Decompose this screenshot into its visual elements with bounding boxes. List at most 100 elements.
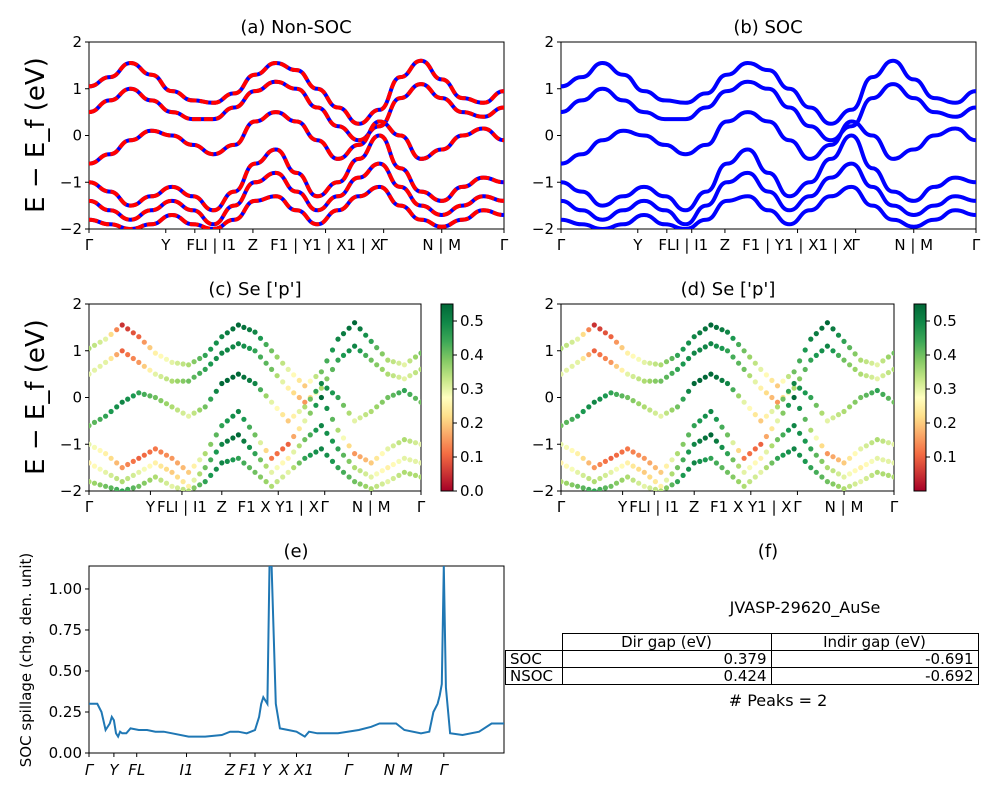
projection-point xyxy=(874,437,880,443)
projection-point xyxy=(174,460,181,466)
projection-point xyxy=(575,413,581,419)
projection-point xyxy=(385,357,391,363)
projection-point xyxy=(412,354,419,360)
panel-e-ylabel: SOC spillage (chg. den. unit) xyxy=(17,553,35,768)
projection-point xyxy=(847,345,853,351)
projection-point xyxy=(863,373,869,379)
projection-point xyxy=(636,452,642,458)
projection-point xyxy=(224,377,230,383)
projection-point xyxy=(841,408,847,415)
projection-point xyxy=(625,446,631,452)
projection-point xyxy=(758,418,764,424)
projection-point xyxy=(780,396,786,402)
projection-point xyxy=(686,466,692,472)
projection-point xyxy=(780,378,786,384)
projection-point xyxy=(841,474,847,480)
projection-point xyxy=(368,474,374,480)
y-tick-label: 1 xyxy=(544,80,554,98)
projection-point xyxy=(586,327,592,333)
projection-point xyxy=(569,466,575,472)
projection-point xyxy=(307,432,313,438)
projection-point xyxy=(385,479,391,485)
projection-point xyxy=(174,485,181,491)
projection-point xyxy=(230,344,236,350)
projection-point xyxy=(163,452,170,458)
projection-point xyxy=(608,334,614,340)
panel-d-title: (d) Se ['p'] xyxy=(681,279,776,300)
panel-d-plot xyxy=(561,320,894,491)
projection-point xyxy=(141,339,147,345)
projection-point xyxy=(108,355,114,362)
projection-point xyxy=(586,352,592,358)
projection-point xyxy=(180,465,186,471)
projection-point xyxy=(741,469,747,475)
projection-point xyxy=(318,385,324,391)
projection-point xyxy=(697,458,703,464)
projection-point xyxy=(246,444,253,450)
projection-point xyxy=(412,370,419,376)
projection-point xyxy=(880,358,886,364)
projection-point xyxy=(91,480,98,486)
projection-point xyxy=(597,396,603,402)
projection-point xyxy=(813,352,819,358)
projection-point xyxy=(847,471,853,477)
colorbar-gradient xyxy=(440,303,454,492)
projection-point xyxy=(296,377,302,383)
projection-point xyxy=(847,455,853,461)
projection-point xyxy=(691,380,697,387)
projection-point xyxy=(563,444,570,450)
projection-point xyxy=(869,440,875,446)
projection-point xyxy=(363,332,369,338)
projection-point xyxy=(89,460,92,466)
projection-point xyxy=(202,451,208,457)
projection-point xyxy=(752,446,758,452)
colorbar-tick-label: 0.1 xyxy=(460,448,484,466)
projection-point xyxy=(769,426,775,432)
material-id: JVASP-29620_AuSe xyxy=(729,598,881,618)
projection-point xyxy=(313,427,319,433)
projection-point xyxy=(379,399,385,405)
projection-point xyxy=(197,355,203,362)
projection-point xyxy=(385,371,391,377)
projection-point xyxy=(363,471,369,477)
band-line xyxy=(561,133,976,213)
projection-point xyxy=(186,362,192,368)
projection-point xyxy=(174,474,181,480)
band-line-nonsoc xyxy=(89,161,504,227)
projection-point xyxy=(575,451,581,457)
projection-point xyxy=(869,390,875,396)
projection-point xyxy=(152,350,158,356)
projection-point xyxy=(291,372,297,378)
projection-point xyxy=(608,469,614,475)
projection-point xyxy=(724,348,731,354)
projection-point xyxy=(602,330,609,336)
projection-point xyxy=(130,458,136,464)
projection-point xyxy=(280,360,286,366)
projection-point xyxy=(741,455,747,461)
projection-point xyxy=(602,485,609,491)
projection-point xyxy=(418,474,421,480)
projection-point xyxy=(863,392,869,398)
projection-point xyxy=(401,455,407,461)
projection-point xyxy=(591,348,597,354)
projection-point xyxy=(307,396,313,402)
projection-point xyxy=(141,452,147,458)
projection-point xyxy=(329,390,336,396)
projection-point xyxy=(780,432,786,438)
x-tick-label: F1 | Y1 | X1 | X xyxy=(742,236,853,254)
projection-point xyxy=(680,457,686,463)
projection-point xyxy=(580,331,586,337)
projection-point xyxy=(407,457,413,463)
projection-point xyxy=(213,466,219,472)
projection-point xyxy=(575,359,581,365)
projection-point xyxy=(824,343,831,349)
x-tick-label: N | M xyxy=(352,498,391,516)
projection-point xyxy=(280,379,286,385)
projection-point xyxy=(374,345,380,351)
projection-point xyxy=(719,327,725,333)
projection-point xyxy=(302,418,308,424)
x-tick-label: Γ xyxy=(500,236,509,254)
projection-point xyxy=(869,374,875,380)
projection-point xyxy=(858,479,864,485)
